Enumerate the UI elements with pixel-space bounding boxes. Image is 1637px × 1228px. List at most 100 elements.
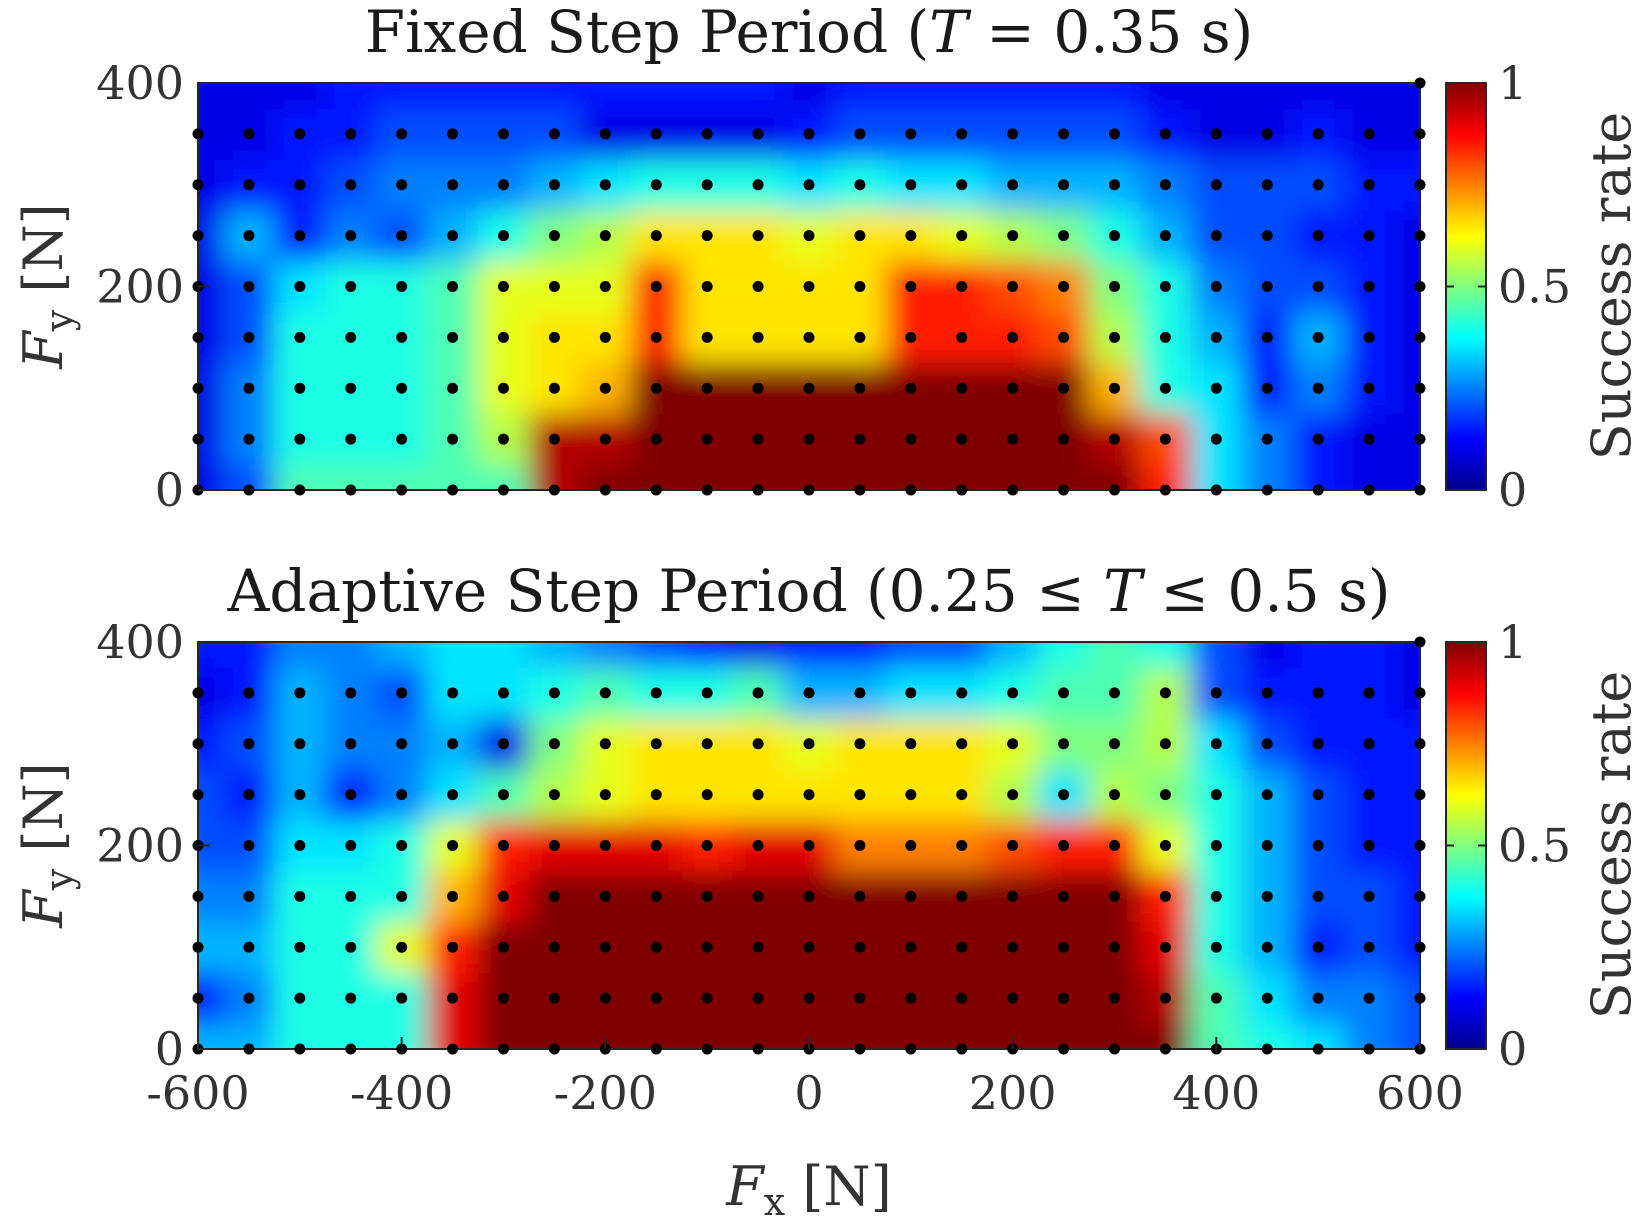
sample-point: [548, 789, 560, 801]
heatmap-cell: [528, 83, 581, 109]
sample-point: [548, 179, 560, 191]
heatmap-cell: [630, 83, 683, 109]
sample-point: [1058, 687, 1070, 699]
sample-point: [345, 789, 357, 801]
sample-point: [243, 1043, 255, 1055]
sample-point: [1159, 331, 1171, 343]
sample-point: [396, 941, 408, 953]
sample-point: [447, 789, 459, 801]
sample-point: [498, 382, 509, 394]
x-tick-label: 0: [794, 1066, 823, 1120]
sample-point: [1058, 281, 1070, 292]
sample-point: [650, 890, 662, 902]
sample-point: [1109, 484, 1120, 496]
sample-point: [854, 179, 866, 191]
sample-point: [1210, 230, 1222, 242]
sample-point: [345, 941, 357, 953]
heatmap-cell: [1343, 83, 1396, 109]
sample-point: [1261, 281, 1273, 292]
colorbar-label-adaptive: Success rate: [1580, 671, 1637, 1019]
sample-point: [1159, 230, 1171, 242]
sample-point: [701, 789, 713, 801]
heatmap-cell: [936, 83, 988, 109]
sample-point: [956, 281, 968, 292]
sample-point: [701, 230, 713, 242]
x-tick-label: -600: [146, 1066, 249, 1120]
sample-point: [447, 687, 459, 699]
sample-point: [1109, 992, 1120, 1004]
sample-point: [599, 840, 611, 851]
colorbar-tick-label: 0.5: [1498, 819, 1571, 873]
sample-point: [1210, 281, 1222, 292]
sample-point: [701, 1043, 713, 1055]
sample-point: [498, 789, 509, 801]
sample-point: [1261, 382, 1273, 394]
sample-point: [854, 789, 866, 801]
sample-point: [447, 738, 459, 750]
sample-point: [803, 789, 815, 801]
sample-point: [1363, 687, 1375, 699]
panel-fixed-step: Fixed Step Period (T = 0.35 s) 0 200 400 F…: [12, 0, 1637, 517]
sample-point: [243, 840, 255, 851]
sample-point: [752, 890, 764, 902]
sample-point: [803, 484, 815, 496]
sample-point: [1261, 331, 1273, 343]
sample-point: [752, 484, 764, 496]
sample-point: [1414, 179, 1426, 191]
sample-markers-adaptive: [192, 636, 1426, 1055]
sample-point: [650, 484, 662, 496]
sample-point: [1363, 738, 1375, 750]
sample-point: [1109, 179, 1120, 191]
heatmap-cell: [1190, 642, 1243, 668]
sample-point: [1007, 484, 1019, 496]
sample-point: [192, 230, 204, 242]
sample-point: [548, 738, 560, 750]
sample-point: [650, 433, 662, 445]
sample-point: [1007, 840, 1019, 851]
sample-point: [1159, 687, 1171, 699]
sample-point: [599, 484, 611, 496]
sample-point: [1363, 281, 1375, 292]
sample-point: [1058, 890, 1070, 902]
sample-point: [956, 331, 968, 343]
sample-point: [956, 484, 968, 496]
sample-point: [396, 687, 408, 699]
sample-point: [701, 687, 713, 699]
sample-point: [498, 738, 509, 750]
sample-point: [1414, 636, 1426, 648]
x-tick-label: 400: [1172, 1066, 1260, 1120]
sample-point: [650, 382, 662, 394]
sample-point: [905, 382, 917, 394]
sample-point: [1210, 382, 1222, 394]
sample-point: [1159, 281, 1171, 292]
sample-point: [650, 941, 662, 953]
sample-point: [498, 179, 509, 191]
sample-point: [1058, 1043, 1070, 1055]
y-tick-label: 400: [96, 615, 184, 669]
sample-point: [447, 331, 459, 343]
heatmap-cell: [1089, 642, 1141, 668]
sample-point: [752, 738, 764, 750]
sample-point: [752, 230, 764, 242]
heatmap-cell: [936, 642, 988, 668]
sample-point: [345, 992, 357, 1004]
chart-title-fixed: Fixed Step Period (T = 0.35 s): [365, 0, 1254, 66]
sample-point: [599, 128, 611, 140]
sample-point: [1159, 789, 1171, 801]
sample-point: [803, 687, 815, 699]
sample-point: [294, 992, 306, 1004]
heatmap-cell: [1241, 83, 1294, 109]
colorbar-tick-label: 1: [1498, 615, 1527, 669]
sample-point: [447, 433, 459, 445]
sample-point: [243, 179, 255, 191]
heatmap-cell: [1343, 642, 1396, 668]
sample-point: [1007, 382, 1019, 394]
sample-point: [650, 789, 662, 801]
sample-point: [803, 179, 815, 191]
sample-point: [956, 382, 968, 394]
sample-point: [650, 230, 662, 242]
heatmap-cell: [681, 642, 734, 668]
sample-point: [1414, 230, 1426, 242]
sample-point: [345, 890, 357, 902]
sample-point: [956, 687, 968, 699]
